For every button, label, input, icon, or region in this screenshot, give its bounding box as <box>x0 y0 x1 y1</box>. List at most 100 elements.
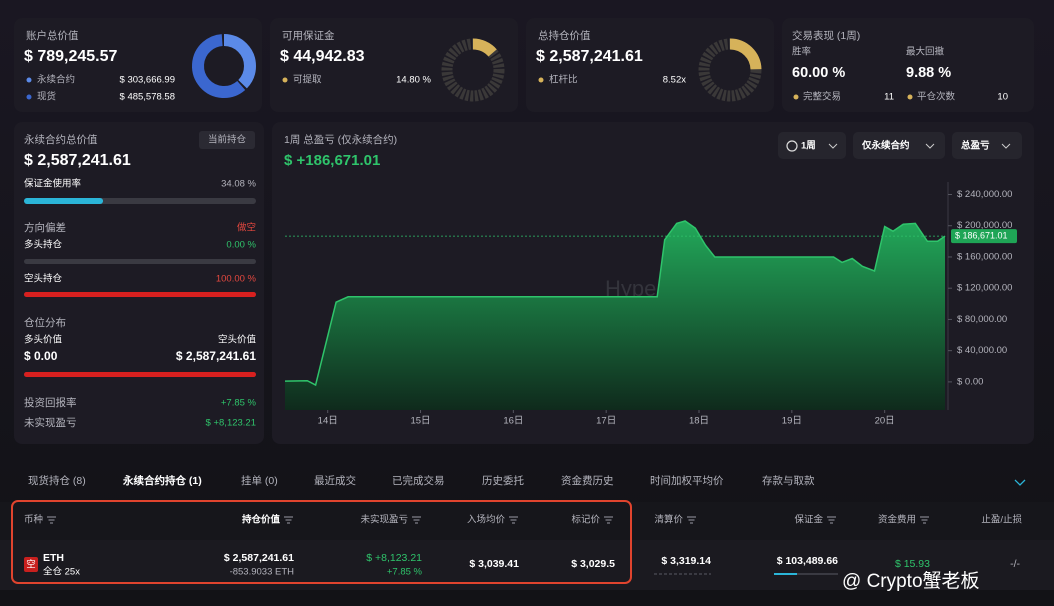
panel-value: $ 2,587,241.61 <box>24 152 131 169</box>
tab[interactable]: 挂单 (0) <box>241 474 278 487</box>
card-title: 可用保证金 <box>282 29 335 42</box>
y-tick-label: $ 120,000.00 <box>957 283 1012 294</box>
card-value: $ 2,587,241.61 <box>536 48 643 65</box>
donut-arc <box>192 34 256 98</box>
column-header[interactable]: 入场均价 <box>467 514 506 526</box>
x-tick-label: 17日 <box>596 416 616 427</box>
legend-label: 现货 <box>37 91 56 103</box>
metric-label: 多头持仓 <box>24 239 63 251</box>
card-title: 账户总价值 <box>26 29 79 42</box>
column-header[interactable]: 资金费用 <box>878 514 916 526</box>
column-header[interactable]: 保证金 <box>794 514 823 526</box>
chevron <box>925 143 935 149</box>
column-header[interactable]: 清算价 <box>654 514 683 526</box>
dropdown[interactable] <box>778 132 846 159</box>
dropdown[interactable] <box>952 132 1022 159</box>
expand-chevron[interactable] <box>1014 479 1026 486</box>
sort-icon[interactable] <box>604 516 613 524</box>
legend-dot <box>26 77 32 83</box>
metric-label: 保证金使用率 <box>24 178 82 190</box>
legend-value: 10 <box>997 92 1008 103</box>
panel-value: $ +186,671.01 <box>284 152 380 169</box>
margin: $ 103,489.66 <box>777 555 838 567</box>
chevron <box>828 143 838 149</box>
sort-icon[interactable] <box>687 516 696 524</box>
tab[interactable]: 历史委托 <box>482 474 524 487</box>
mark-price: $ 3,029.5 <box>571 558 615 570</box>
x-tick-label: 15日 <box>410 416 430 427</box>
metric-value: 34.08 % <box>221 179 256 190</box>
y-tick-label: $ 200,000.00 <box>957 220 1012 231</box>
tab[interactable]: 最近成交 <box>314 474 356 487</box>
line <box>284 220 946 387</box>
tab[interactable]: 存款与取款 <box>762 474 815 487</box>
card-value: $ 789,245.57 <box>24 48 118 65</box>
clock-icon <box>786 140 798 152</box>
stat-value: 9.88 % <box>906 65 951 81</box>
legend-value: 8.52x <box>663 75 686 86</box>
donut-arc <box>441 38 505 102</box>
sort-icon[interactable] <box>509 516 518 524</box>
column-header[interactable]: 持仓价值 <box>242 514 281 526</box>
bar-track <box>24 259 256 264</box>
badge: 当前持仓 <box>208 134 247 146</box>
progress-bar <box>24 292 256 297</box>
dropdown-label[interactable]: 仅永续合约 <box>861 140 910 152</box>
tab[interactable]: 永续合约持仓 (1) <box>122 474 202 487</box>
legend-value: 11 <box>884 92 894 103</box>
legend-label: 完整交易 <box>803 91 841 103</box>
stat-value: 60.00 % <box>792 65 845 81</box>
y-tick-label: $ 160,000.00 <box>957 251 1012 262</box>
sort-icon[interactable] <box>827 516 836 524</box>
metric-value: 100.00 % <box>216 274 257 285</box>
donut-arc <box>192 34 256 98</box>
sort-icon[interactable] <box>412 516 421 524</box>
dropdown-label[interactable]: 1周 <box>801 141 816 152</box>
legend-label: 可提取 <box>293 74 322 86</box>
x-tick-label: 16日 <box>503 416 523 427</box>
area-fill <box>285 221 945 410</box>
legend-dot <box>907 94 913 100</box>
legend-value: $ 303,666.99 <box>120 75 175 86</box>
donut-arc <box>698 38 762 102</box>
x-tick-label: 20日 <box>875 416 895 427</box>
card <box>782 18 1034 112</box>
stat-label: 胜率 <box>792 46 812 58</box>
section-title: 仓位分布 <box>24 316 66 329</box>
highlight-box <box>11 500 632 584</box>
legend-dot <box>538 77 544 83</box>
dropdown-label[interactable]: 总盈亏 <box>961 140 990 152</box>
tab[interactable]: 已完成交易 <box>392 474 445 487</box>
panel-title: 1周 总盈亏 (仅永续合约) <box>284 133 397 146</box>
progress-bar <box>24 198 104 204</box>
margin-mode: 全仓 25x <box>43 566 80 578</box>
metric-label: 方向偏差 <box>24 221 66 234</box>
legend-value: $ 485,578.58 <box>120 92 175 103</box>
sort-icon[interactable] <box>920 516 929 524</box>
y-tick-label: $ 40,000.00 <box>957 345 1007 356</box>
sort-icon[interactable] <box>284 516 293 524</box>
watermark: @ Crypto蟹老板 <box>842 570 980 592</box>
metric-value: $ +8,123.21 <box>206 418 256 429</box>
tab[interactable]: 现货持仓 (8) <box>28 474 86 487</box>
reference-label: $ 186,671.01 <box>955 231 1008 241</box>
column-header[interactable]: 标记价 <box>571 514 600 526</box>
y-tick-label: $ 240,000.00 <box>957 189 1012 200</box>
sort-icon[interactable] <box>47 516 57 524</box>
coin: ETH <box>43 552 64 564</box>
column-header[interactable]: 币种 <box>24 514 43 526</box>
entry-price: $ 3,039.41 <box>469 558 519 570</box>
metric-value: +7.85 % <box>221 398 257 409</box>
x-tick-label: 14日 <box>318 416 338 427</box>
metric-value: 0.00 % <box>226 240 256 251</box>
dropdown[interactable] <box>853 132 945 159</box>
short-value: $ 2,587,241.61 <box>176 349 256 363</box>
panel-title: 永续合约总价值 <box>24 133 98 146</box>
tab[interactable]: 时间加权平均价 <box>650 474 724 487</box>
column-header[interactable]: 未实现盈亏 <box>360 514 408 526</box>
liquidation-price: $ 3,319.14 <box>661 555 711 567</box>
metric-label: 投资回报率 <box>24 396 77 409</box>
tab[interactable]: 资金费历史 <box>561 474 614 487</box>
column-header[interactable]: 止盈/止损 <box>981 514 1022 526</box>
card-value: $ 44,942.83 <box>280 48 365 65</box>
